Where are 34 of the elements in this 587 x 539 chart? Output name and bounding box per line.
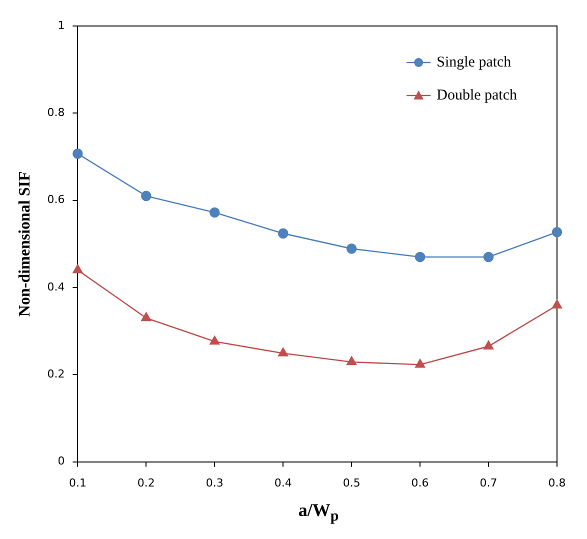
- y-axis-title: Non-dimensional SIF: [16, 170, 34, 317]
- x-tick-label: 0.5: [342, 476, 360, 490]
- point: [278, 348, 288, 356]
- point: [72, 148, 83, 159]
- x-tick-label: 0.4: [274, 476, 292, 490]
- x-axis-title: a/W$_{p}$: [297, 500, 340, 526]
- x-tick-label: 0.7: [480, 476, 498, 490]
- legend-label: Single patch: [436, 54, 512, 70]
- x-tick-label: 0.6: [411, 476, 429, 490]
- y-tick-label: 0.6: [47, 193, 65, 206]
- point: [552, 226, 562, 238]
- point: [141, 190, 152, 202]
- y-tick-label: 0.8: [47, 106, 65, 120]
- y-tick-label: 0: [58, 454, 65, 468]
- y-tick-label: 1: [58, 18, 65, 32]
- x-tick-label: 0.2: [137, 476, 155, 490]
- x-tick-label: 0.3: [206, 476, 224, 490]
- point: [552, 300, 562, 308]
- point: [484, 340, 494, 350]
- point: [483, 252, 494, 262]
- point: [141, 312, 152, 322]
- y-tick-label: 0.2: [47, 368, 65, 380]
- x-tick-label: 0.1: [68, 476, 86, 490]
- point: [72, 264, 83, 274]
- point: [278, 228, 288, 239]
- point: [414, 252, 426, 262]
- point: [346, 244, 357, 254]
- point: [210, 336, 220, 345]
- point: [346, 356, 357, 366]
- point: [415, 358, 426, 368]
- point: [209, 207, 220, 218]
- legend-label: Double patch: [436, 87, 518, 104]
- x-tick-label: 0.8: [548, 476, 566, 490]
- y-tick-label: 0.4: [47, 280, 65, 294]
